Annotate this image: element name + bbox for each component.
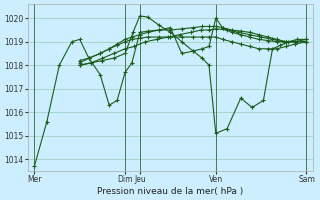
X-axis label: Pression niveau de la mer( hPa ): Pression niveau de la mer( hPa )	[97, 187, 244, 196]
